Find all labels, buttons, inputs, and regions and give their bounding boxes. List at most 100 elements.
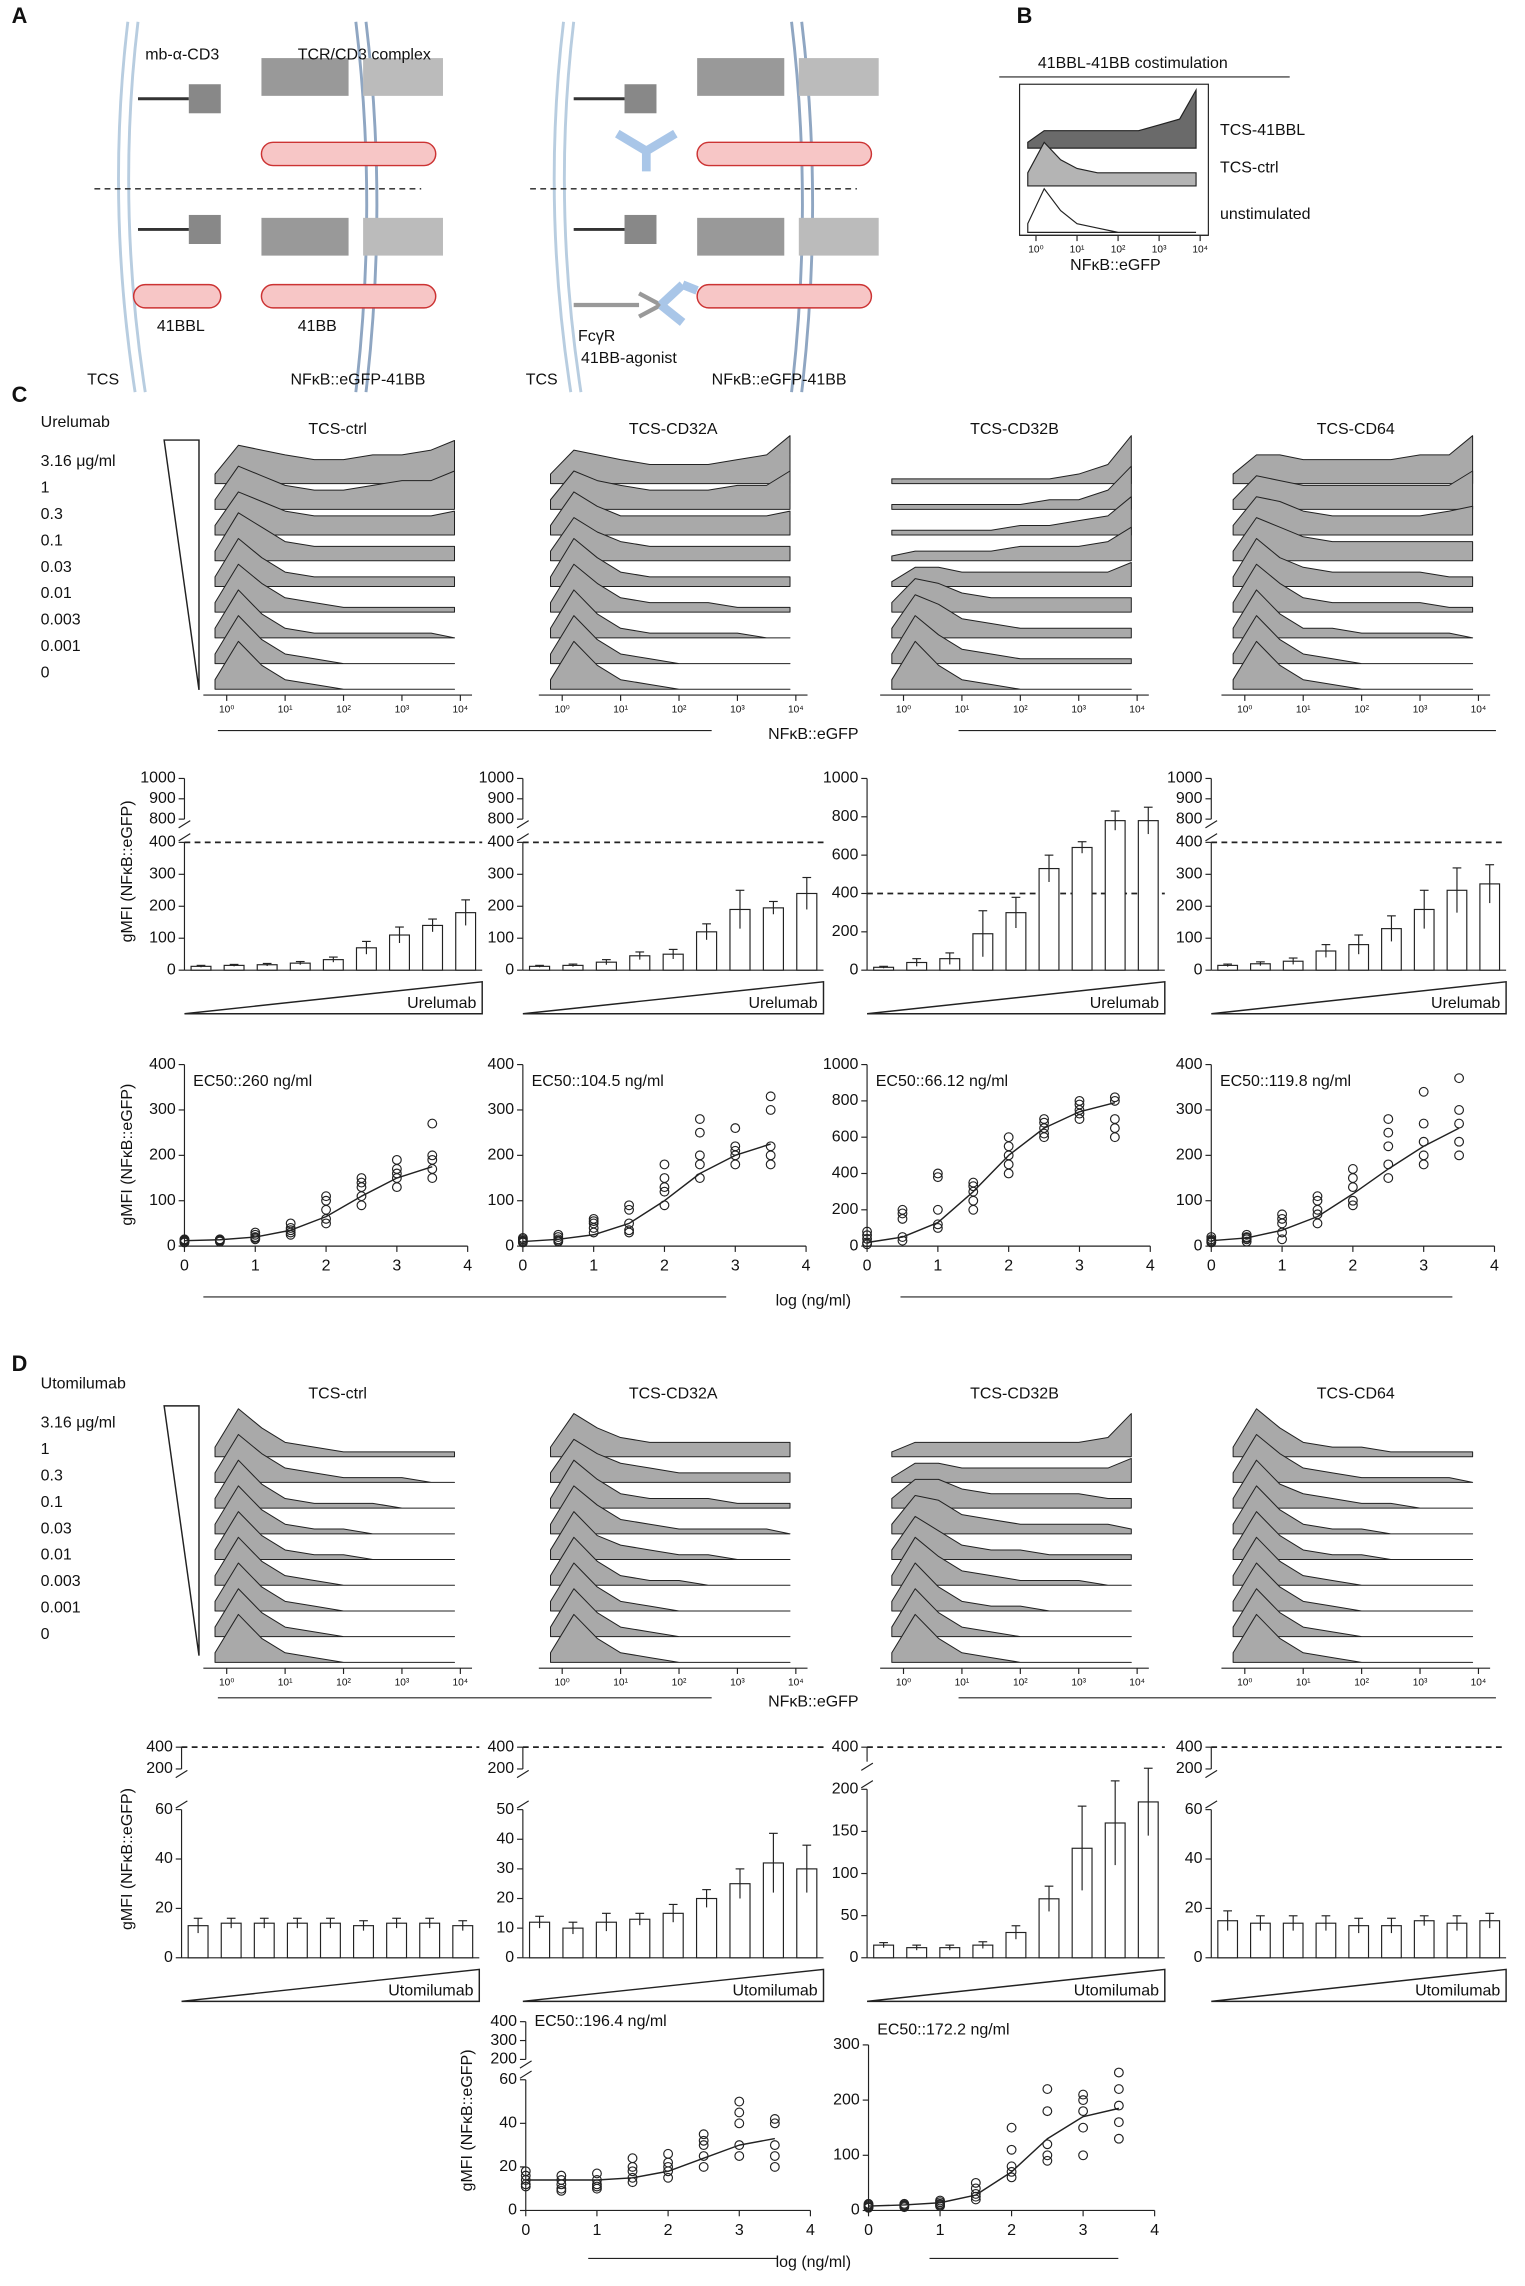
data-point [1206, 1232, 1217, 1242]
dose-label: 0.3 [41, 1467, 63, 1484]
data-point [624, 1218, 635, 1229]
y-tick-label: 200 [1176, 897, 1203, 914]
histogram [550, 1413, 791, 1458]
y-axis-label: gMFI (NFκB::eGFP) [119, 1084, 136, 1226]
annotation: EC50::66.12 ng/ml [876, 1073, 1008, 1090]
data-point [968, 1195, 979, 1206]
x-tick-label: 4 [1490, 1258, 1499, 1275]
data-point [1383, 1127, 1394, 1138]
x-tick-label: 10⁴ [788, 1677, 804, 1688]
bar [319, 1922, 341, 1959]
x-tick-label: 10⁴ [1192, 244, 1208, 255]
histogram [891, 526, 1132, 562]
y-tick-label: 40 [1185, 1850, 1203, 1867]
data-point [694, 1159, 705, 1170]
histogram [214, 1408, 456, 1458]
diagram-label: TCS [87, 372, 119, 389]
data-point [356, 1177, 367, 1188]
x-tick-label: 0 [1207, 1258, 1216, 1275]
antibody [624, 214, 657, 244]
data-point [1042, 2139, 1053, 2150]
data-point [179, 1234, 190, 1245]
data-point [1454, 1118, 1465, 1129]
data-point [730, 1159, 741, 1170]
y-tick-label: 300 [833, 2036, 860, 2053]
y-tick-label: 50 [841, 1907, 859, 1924]
x-tick-label: 10² [1013, 704, 1028, 715]
x-axis-label: NFκB::eGFP [1070, 257, 1161, 274]
histogram [1232, 1588, 1474, 1638]
x-tick-label: 1 [933, 1258, 942, 1275]
y-tick-label: 60 [155, 1801, 173, 1818]
histogram [891, 578, 1132, 613]
diagram-label: NFκB::eGFP-41BB [712, 372, 847, 389]
data-point [1113, 2067, 1124, 2078]
axis-break [175, 1769, 188, 1779]
y-tick-label: 800 [487, 810, 514, 827]
histogram [550, 589, 791, 639]
membrane [552, 21, 573, 393]
data-point [1418, 1118, 1429, 1129]
histogram [550, 615, 791, 665]
bar [1104, 820, 1126, 971]
dose-wedge [866, 980, 1166, 1015]
y-tick-label: 200 [149, 1147, 176, 1164]
dose-label: 0 [41, 665, 50, 682]
annotation: EC50::196.4 ng/ml [534, 2013, 666, 2030]
x-tick-label: 10⁰ [219, 704, 234, 715]
y-tick-label: 300 [487, 866, 514, 883]
y-tick-label: 300 [149, 1101, 176, 1118]
data-point [356, 1200, 367, 1211]
x-tick-label: 10¹ [1070, 244, 1085, 255]
y-tick-label: 50 [496, 1801, 514, 1818]
y-tick-label: 0 [508, 2202, 517, 2219]
axis-caption: NFκB::eGFP [768, 726, 859, 743]
y-tick-label: 20 [1185, 1900, 1203, 1917]
data-point [935, 2195, 945, 2206]
y-tick-label: 40 [155, 1850, 173, 1867]
y-tick-label: 400 [1176, 1738, 1203, 1755]
panel-letter: B [1017, 3, 1033, 28]
histogram [1232, 589, 1474, 639]
histogram [891, 1494, 1132, 1535]
x-tick-label: 2 [1004, 1258, 1013, 1275]
data-point [627, 2166, 638, 2177]
x-tick-label: 2 [1007, 2222, 1016, 2239]
dose-wedge [163, 1405, 200, 1656]
cd3 [798, 58, 879, 96]
data-point [663, 2148, 674, 2159]
data-point [285, 1218, 296, 1229]
dose-label: 1 [41, 1441, 50, 1458]
data-point [1042, 2150, 1053, 2161]
legend-label: unstimulated [1220, 206, 1311, 223]
cd3 [363, 58, 443, 96]
histogram [1232, 1562, 1474, 1612]
data-point [1113, 2100, 1124, 2111]
data-point [862, 1226, 873, 1237]
data-point [970, 2177, 981, 2188]
x-tick-label: 10⁴ [1129, 1677, 1145, 1688]
histogram [550, 435, 791, 485]
diagram-label: mb-α-CD3 [145, 46, 219, 63]
data-point [659, 1159, 670, 1170]
x-tick-label: 3 [1419, 1258, 1428, 1275]
data-point [1454, 1136, 1465, 1147]
x-tick-label: 2 [322, 1258, 331, 1275]
panel-letter: D [12, 1351, 28, 1376]
cd3 [363, 217, 443, 256]
antibody [188, 214, 221, 244]
x-tick-label: 1 [936, 2222, 945, 2239]
histogram [891, 496, 1132, 536]
x-tick-label: 0 [863, 1258, 872, 1275]
histogram [214, 1613, 456, 1663]
data-point [970, 2183, 981, 2194]
y-tick-label: 300 [149, 866, 176, 883]
histogram [550, 538, 791, 587]
y-tick-label: 0 [505, 1949, 514, 1966]
y-tick-label: 1000 [823, 770, 859, 787]
axis-break [519, 2060, 532, 2069]
y-tick-label: 20 [155, 1900, 173, 1917]
membrane [354, 21, 369, 393]
histogram [550, 1562, 791, 1612]
data-point [427, 1173, 438, 1183]
